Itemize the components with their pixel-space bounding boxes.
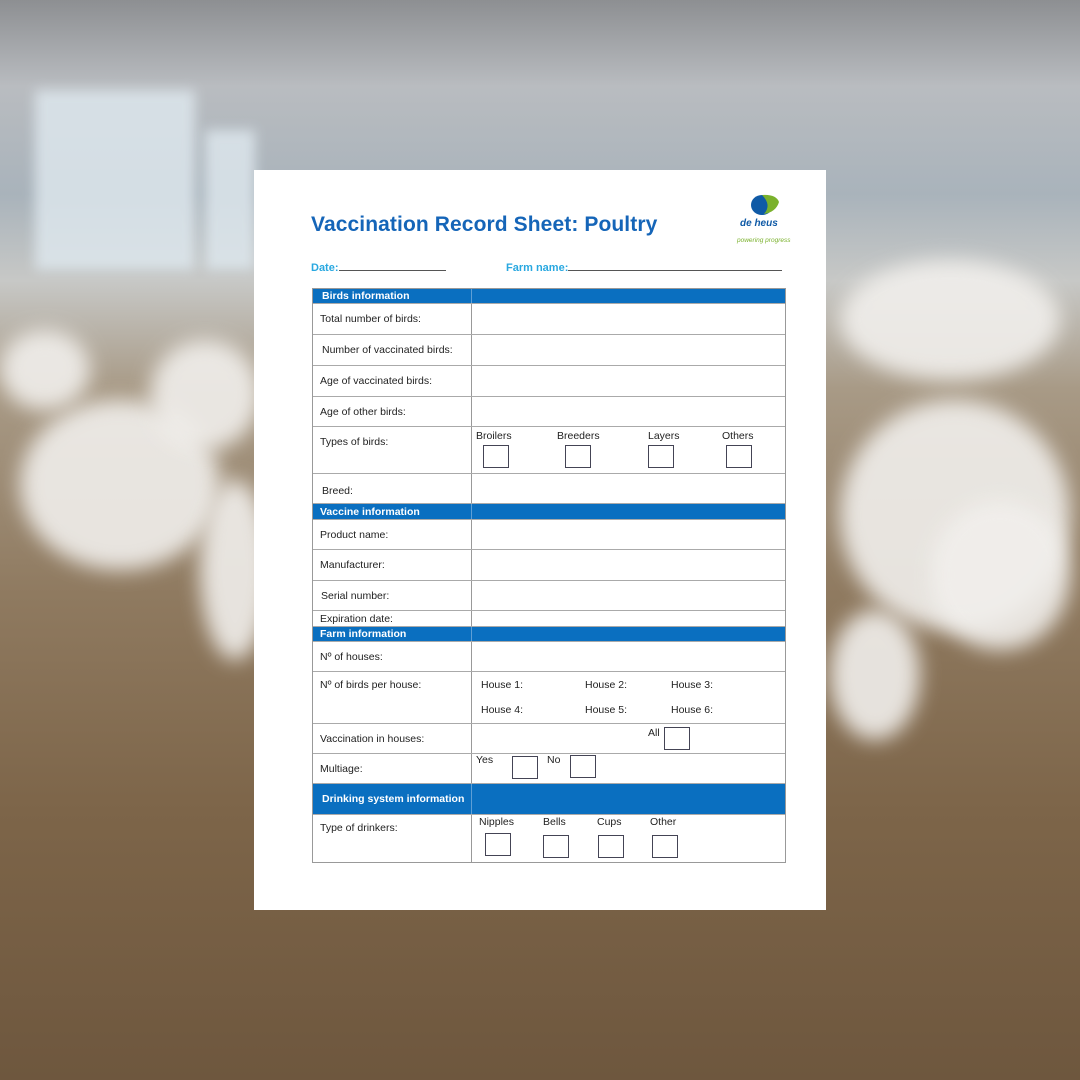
row-label: Nº of houses: (313, 642, 472, 671)
input-cell[interactable] (472, 335, 785, 365)
de-heus-logo: de heus powering progress (734, 192, 800, 248)
option-label: Layers (648, 430, 680, 442)
record-table: Birds information Total number of birds:… (312, 288, 786, 863)
no-label: No (547, 754, 561, 766)
house-2-label: House 2: (585, 679, 628, 691)
section-header-farm: Farm information (313, 627, 785, 642)
section-header-birds: Birds information (313, 289, 785, 304)
yes-label: Yes (476, 754, 494, 766)
row-manufacturer: Manufacturer: (313, 550, 785, 581)
input-cell[interactable] (472, 581, 785, 610)
row-label: Age of other birds: (313, 397, 472, 426)
logo-name: de heus (740, 218, 778, 229)
checkbox-layers[interactable] (648, 445, 674, 468)
option-label: Other (650, 816, 677, 828)
section-title: Drinking system information (313, 784, 472, 814)
section-header-vaccine: Vaccine information (313, 504, 785, 520)
date-field[interactable]: Date: (311, 261, 446, 274)
input-cell[interactable] (472, 474, 785, 503)
logo-globe-icon (751, 194, 779, 215)
row-age-vaccinated: Age of vaccinated birds: (313, 366, 785, 397)
checkbox-bells[interactable] (543, 835, 569, 858)
checkbox-other[interactable] (652, 835, 678, 858)
record-sheet: Vaccination Record Sheet: Poultry de heu… (254, 170, 826, 910)
house-5-label: House 5: (585, 704, 628, 716)
house-6-label: House 6: (671, 704, 714, 716)
logo-tagline: powering progress (737, 237, 791, 244)
checkbox-no[interactable] (570, 755, 596, 778)
row-birds-per-house: Nº of birds per house: House 1: House 2:… (313, 672, 785, 724)
section-title: Vaccine information (313, 504, 472, 519)
row-label: Age of vaccinated birds: (313, 366, 472, 396)
checkbox-broilers[interactable] (483, 445, 509, 468)
checkbox-cups[interactable] (598, 835, 624, 858)
row-label: Type of drinkers: (313, 815, 472, 862)
input-cell[interactable] (472, 304, 785, 334)
option-label: Bells (543, 816, 566, 828)
all-label: All (648, 727, 660, 739)
house-1-label: House 1: (481, 679, 524, 691)
row-vaccinated-birds: Number of vaccinated birds: (313, 335, 785, 366)
option-label: Others (722, 430, 754, 442)
input-cell[interactable] (472, 550, 785, 580)
row-label: Expiration date: (313, 611, 472, 626)
row-label: Total number of birds: (313, 304, 472, 334)
section-title: Birds information (313, 289, 472, 303)
row-serial-number: Serial number: (313, 581, 785, 611)
row-vaccination-in-houses: Vaccination in houses: All (313, 724, 785, 754)
checkbox-all[interactable] (664, 727, 690, 750)
option-label: Nipples (479, 816, 515, 828)
checkbox-yes[interactable] (512, 756, 538, 779)
farm-name-field[interactable]: Farm name: (506, 261, 783, 274)
input-cell[interactable] (472, 520, 785, 549)
input-cell[interactable] (472, 366, 785, 396)
house-4-label: House 4: (481, 704, 524, 716)
farm-name-line[interactable] (568, 261, 783, 271)
farm-name-label: Farm name: (506, 262, 569, 274)
row-types-of-birds: Types of birds: Broilers Breeders Layers… (313, 427, 785, 474)
checkbox-others[interactable] (726, 445, 752, 468)
house-3-label: House 3: (671, 679, 714, 691)
section-header-drinking: Drinking system information (313, 784, 785, 815)
row-number-of-houses: Nº of houses: (313, 642, 785, 672)
row-total-birds: Total number of birds: (313, 304, 785, 335)
row-label: Manufacturer: (313, 550, 472, 580)
checkbox-breeders[interactable] (565, 445, 591, 468)
row-label: Nº of birds per house: (313, 672, 472, 723)
row-age-other: Age of other birds: (313, 397, 785, 427)
row-label: Breed: (313, 474, 472, 503)
input-cell[interactable] (472, 397, 785, 426)
row-expiration-date: Expiration date: (313, 611, 785, 627)
section-title: Farm information (313, 627, 472, 641)
sheet-title: Vaccination Record Sheet: Poultry (311, 213, 658, 236)
option-label: Cups (597, 816, 622, 828)
date-line[interactable] (338, 261, 446, 271)
date-label: Date: (311, 262, 339, 274)
option-label: Breeders (557, 430, 600, 442)
option-label: Broilers (476, 430, 512, 442)
input-cell[interactable] (472, 611, 785, 626)
row-label: Product name: (313, 520, 472, 549)
row-multiage: Multiage: Yes No (313, 754, 785, 784)
checkbox-nipples[interactable] (485, 833, 511, 856)
row-label: Serial number: (313, 581, 472, 610)
input-cell[interactable] (472, 642, 785, 671)
row-product-name: Product name: (313, 520, 785, 550)
row-label: Vaccination in houses: (313, 724, 472, 753)
row-type-of-drinkers: Type of drinkers: Nipples Bells Cups Oth… (313, 815, 785, 862)
row-breed: Breed: (313, 474, 785, 504)
row-label: Multiage: (313, 754, 472, 783)
row-label: Types of birds: (313, 427, 472, 473)
row-label: Number of vaccinated birds: (313, 335, 472, 365)
